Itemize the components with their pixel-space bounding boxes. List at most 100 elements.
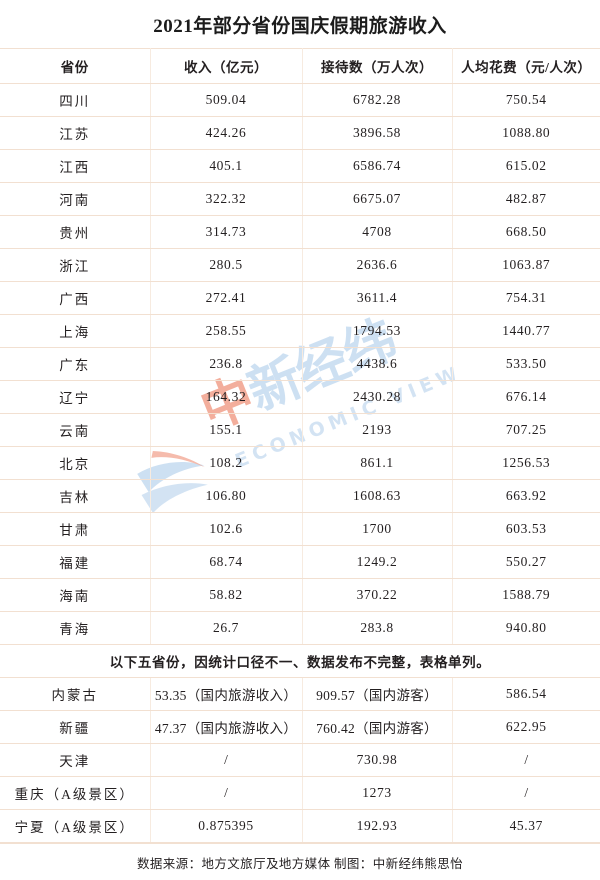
- cell-per-capita: 615.02: [451, 149, 600, 183]
- cell-visitors: 4438.6: [301, 347, 453, 381]
- table-row: 江西 405.1 6586.74 615.02: [0, 149, 600, 183]
- table-row: 上海 258.55 1794.53 1440.77: [0, 314, 600, 348]
- cell-province: 青海: [0, 611, 151, 645]
- cell-per-capita: 550.27: [451, 545, 600, 579]
- cell-province: 浙江: [0, 248, 151, 282]
- cell-per-capita: 707.25: [451, 413, 600, 447]
- cell-visitors: 6586.74: [301, 149, 453, 183]
- cell-province: 内蒙古: [0, 677, 151, 711]
- table-row: 辽宁 164.32 2430.28 676.14: [0, 380, 600, 414]
- cell-per-capita: 940.80: [451, 611, 600, 645]
- table-row: 北京 108.2 861.1 1256.53: [0, 446, 600, 480]
- cell-province: 上海: [0, 314, 151, 348]
- title-bar: 2021年部分省份国庆假期旅游收入: [0, 0, 600, 48]
- column-header-visitors: 接待数（万人次）: [301, 48, 453, 84]
- cell-visitors: 3611.4: [301, 281, 453, 315]
- cell-per-capita: 668.50: [451, 215, 600, 249]
- cell-province: 云南: [0, 413, 151, 447]
- cell-visitors: 370.22: [301, 578, 453, 612]
- cell-province: 北京: [0, 446, 151, 480]
- cell-visitors: 6782.28: [301, 83, 453, 117]
- cell-per-capita: 676.14: [451, 380, 600, 414]
- table-row: 河南 322.32 6675.07 482.87: [0, 182, 600, 216]
- page-title: 2021年部分省份国庆假期旅游收入: [153, 15, 447, 37]
- cell-per-capita: 603.53: [451, 512, 600, 546]
- table-row: 江苏 424.26 3896.58 1088.80: [0, 116, 600, 150]
- cell-province: 宁夏（A级景区）: [0, 809, 151, 843]
- cell-visitors: 1273: [301, 776, 453, 810]
- cell-province: 天津: [0, 743, 151, 777]
- cell-visitors: 2636.6: [301, 248, 453, 282]
- cell-visitors: 6675.07: [301, 182, 453, 216]
- cell-per-capita: 663.92: [451, 479, 600, 513]
- cell-per-capita: /: [451, 776, 600, 810]
- table-row: 甘肃 102.6 1700 603.53: [0, 512, 600, 546]
- cell-revenue: 68.74: [149, 545, 303, 579]
- cell-per-capita: 1063.87: [451, 248, 600, 282]
- cell-visitors: 1794.53: [301, 314, 453, 348]
- cell-visitors: 192.93: [301, 809, 453, 843]
- cell-province: 海南: [0, 578, 151, 612]
- table-row: 广西 272.41 3611.4 754.31: [0, 281, 600, 315]
- table-body: 四川 509.04 6782.28 750.54 江苏 424.26 3896.58 108…: [0, 83, 600, 843]
- cell-revenue: 58.82: [149, 578, 303, 612]
- cell-visitors: 1608.63: [301, 479, 453, 513]
- cell-visitors: 861.1: [301, 446, 453, 480]
- table-row: 云南 155.1 2193 707.25: [0, 413, 600, 447]
- table-row: 浙江 280.5 2636.6 1063.87: [0, 248, 600, 282]
- cell-per-capita: 754.31: [451, 281, 600, 315]
- cell-visitors: 730.98: [301, 743, 453, 777]
- cell-visitors: 1249.2: [301, 545, 453, 579]
- header-row: 省份 收入（亿元） 接待数（万人次） 人均花费（元/人次）: [0, 48, 600, 84]
- cell-per-capita: 1088.80: [451, 116, 600, 150]
- cell-province: 江西: [0, 149, 151, 183]
- cell-revenue: 236.8: [149, 347, 303, 381]
- cell-revenue: 108.2: [149, 446, 303, 480]
- cell-visitors: 909.57（国内游客）: [301, 677, 453, 711]
- table-row: 海南 58.82 370.22 1588.79: [0, 578, 600, 612]
- cell-revenue: 164.32: [149, 380, 303, 414]
- cell-province: 重庆（A级景区）: [0, 776, 151, 810]
- cell-revenue: 272.41: [149, 281, 303, 315]
- cell-visitors: 283.8: [301, 611, 453, 645]
- cell-per-capita: 1588.79: [451, 578, 600, 612]
- cell-revenue: 106.80: [149, 479, 303, 513]
- column-header-per-capita: 人均花费（元/人次）: [451, 48, 600, 84]
- cell-revenue: 314.73: [149, 215, 303, 249]
- cell-province: 福建: [0, 545, 151, 579]
- table-row: 内蒙古 53.35（国内旅游收入） 909.57（国内游客） 586.54: [0, 677, 600, 711]
- cell-revenue: /: [149, 743, 303, 777]
- cell-visitors: 3896.58: [301, 116, 453, 150]
- cell-revenue: 47.37（国内旅游收入）: [149, 710, 303, 744]
- cell-revenue: 53.35（国内旅游收入）: [149, 677, 303, 711]
- cell-province: 四川: [0, 83, 151, 117]
- cell-province: 甘肃: [0, 512, 151, 546]
- table-row: 广东 236.8 4438.6 533.50: [0, 347, 600, 381]
- cell-per-capita: 45.37: [451, 809, 600, 843]
- table-row: 贵州 314.73 4708 668.50: [0, 215, 600, 249]
- cell-revenue: 258.55: [149, 314, 303, 348]
- table-row: 吉林 106.80 1608.63 663.92: [0, 479, 600, 513]
- cell-revenue: 509.04: [149, 83, 303, 117]
- cell-visitors: 4708: [301, 215, 453, 249]
- cell-revenue: 26.7: [149, 611, 303, 645]
- cell-per-capita: 750.54: [451, 83, 600, 117]
- cell-per-capita: /: [451, 743, 600, 777]
- table-row: 福建 68.74 1249.2 550.27: [0, 545, 600, 579]
- cell-revenue: /: [149, 776, 303, 810]
- cell-province: 吉林: [0, 479, 151, 513]
- cell-revenue: 102.6: [149, 512, 303, 546]
- table-row: 四川 509.04 6782.28 750.54: [0, 83, 600, 117]
- table-note-row: 以下五省份，因统计口径不一、数据发布不完整，表格单列。: [0, 644, 600, 678]
- cell-province: 广西: [0, 281, 151, 315]
- table-row: 天津/730.98/: [0, 743, 600, 777]
- column-header-province: 省份: [0, 48, 151, 84]
- cell-per-capita: 1256.53: [451, 446, 600, 480]
- table-header: 省份 收入（亿元） 接待数（万人次） 人均花费（元/人次）: [0, 48, 600, 84]
- cell-province: 辽宁: [0, 380, 151, 414]
- cell-revenue: 322.32: [149, 182, 303, 216]
- cell-visitors: 1700: [301, 512, 453, 546]
- table-row: 宁夏（A级景区） 0.875395 192.93 45.37: [0, 809, 600, 843]
- tourism-revenue-table: 省份 收入（亿元） 接待数（万人次） 人均花费（元/人次） 四川 509.04 67…: [0, 48, 600, 843]
- table-row: 新疆 47.37（国内旅游收入） 760.42（国内游客） 622.95: [0, 710, 600, 744]
